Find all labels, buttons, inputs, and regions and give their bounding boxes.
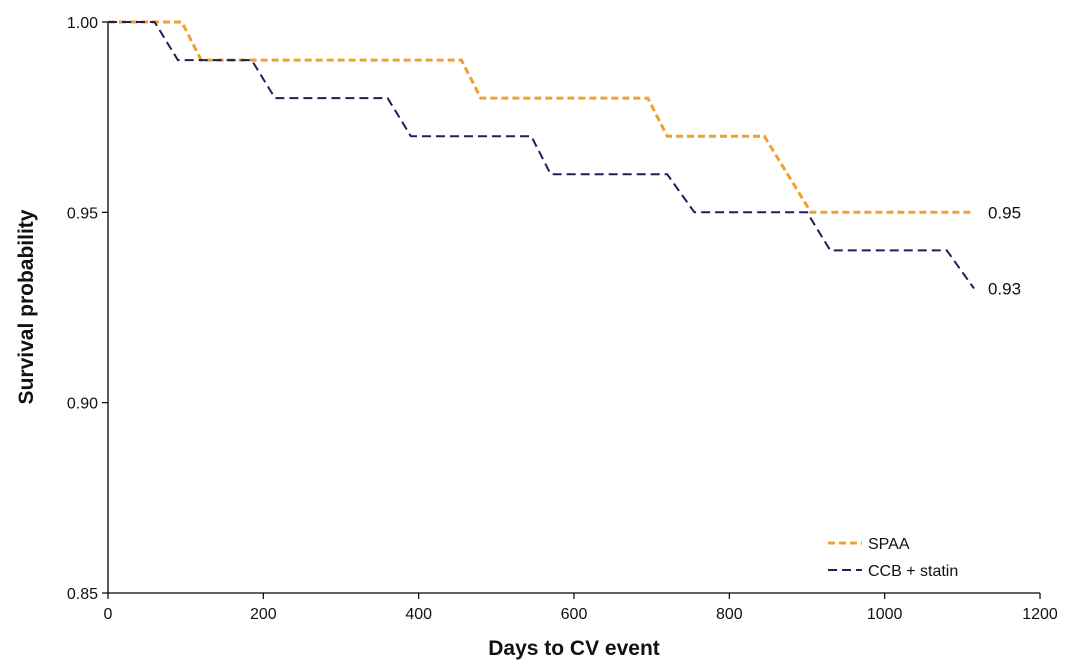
x-axis-title: Days to CV event [488,637,660,660]
x-tick-label: 1000 [867,606,903,623]
x-tick-label: 200 [250,606,277,623]
series-layer: 0.95 0.93 [108,20,1021,298]
y-axis-title: Survival probability [15,209,38,404]
x-tick-label: 800 [716,606,743,623]
legend-label: CCB + statin [868,563,958,580]
x-tick-label: 0 [104,606,113,623]
x-tick-label: 400 [405,606,432,623]
x-tick-label: 600 [561,606,588,623]
series-line-spaa [108,20,974,214]
y-tick-label: 0.85 [67,586,98,603]
y-tick-label: 1.00 [67,15,98,32]
y-tick-label: 0.90 [67,396,98,413]
series-end-label: 0.95 [988,203,1021,222]
x-tick-label: 1200 [1022,606,1058,623]
axes: 0 200 400 600 800 1000 1200 0.85 0.90 0.95 1.00 [67,15,1058,623]
series-end-label: 0.93 [988,279,1021,298]
series-line-ccb-statin [108,21,975,290]
legend: SPAA CCB + statin [828,536,958,580]
y-tick-label: 0.95 [67,205,98,222]
legend-label: SPAA [868,536,910,553]
